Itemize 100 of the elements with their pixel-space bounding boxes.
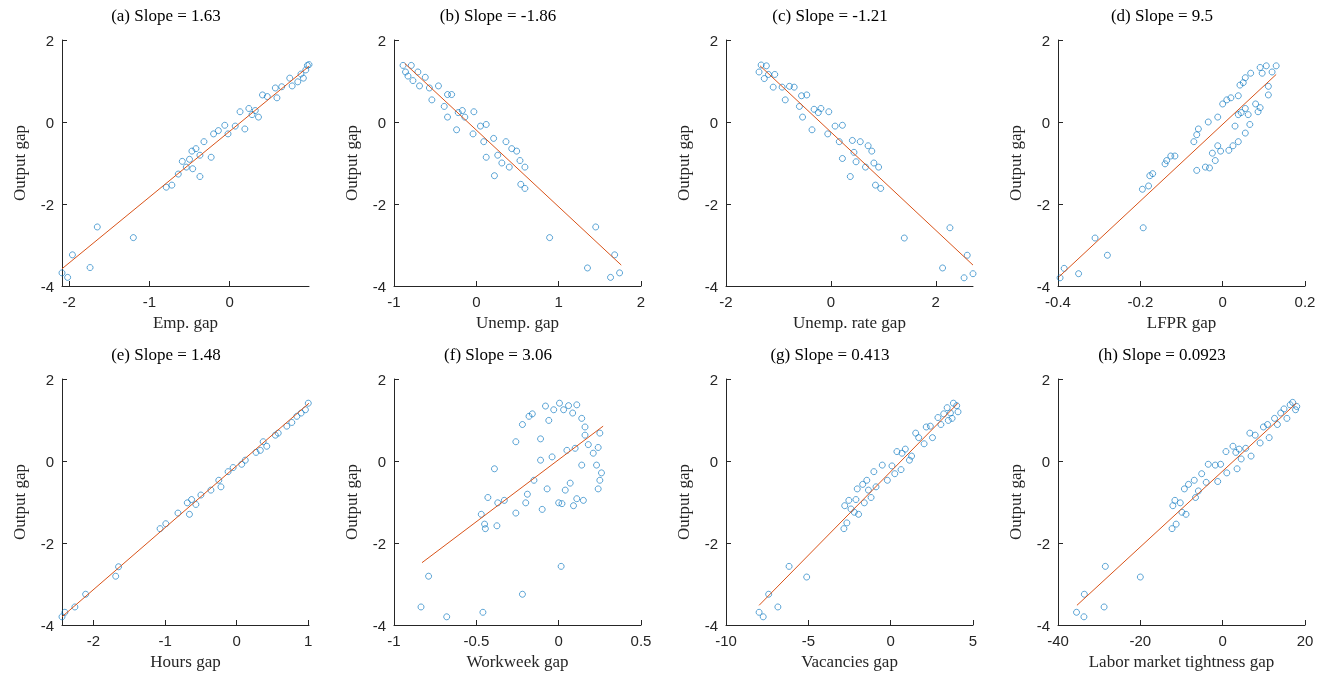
point <box>563 446 571 454</box>
chart-title: (b) Slope = -1.86 <box>439 6 557 25</box>
point <box>537 434 544 442</box>
point <box>1265 433 1273 441</box>
point <box>929 433 936 441</box>
point <box>1223 96 1231 104</box>
point <box>878 461 886 468</box>
point <box>943 403 951 411</box>
point <box>846 173 854 180</box>
x-tick-label: -5 <box>801 631 816 649</box>
point <box>477 510 485 518</box>
x-tick-label: -40 <box>1047 631 1069 649</box>
y-tick-label: 2 <box>709 31 718 49</box>
point <box>963 251 971 259</box>
y-axis-title: Output gap <box>674 124 693 202</box>
point <box>778 83 786 91</box>
point <box>863 476 871 484</box>
point <box>482 121 490 128</box>
point <box>810 105 818 113</box>
x-tick-label: 0 <box>826 293 836 310</box>
point <box>1136 573 1144 580</box>
x-tick-label: 2 <box>636 293 646 310</box>
point <box>1292 405 1299 413</box>
point <box>870 467 878 475</box>
point <box>192 145 200 153</box>
point <box>1241 105 1249 112</box>
point <box>839 121 846 129</box>
point <box>215 476 223 484</box>
point <box>796 103 803 110</box>
point <box>578 414 586 422</box>
point <box>824 130 832 138</box>
point <box>1256 64 1264 71</box>
point <box>188 495 195 503</box>
point <box>1190 476 1198 484</box>
point <box>1239 79 1247 87</box>
x-tick-label: 0 <box>1218 293 1227 310</box>
point <box>589 449 597 457</box>
y-tick-label: -2 <box>1036 195 1050 213</box>
y-tick-label: 2 <box>377 370 386 387</box>
point <box>573 400 581 408</box>
x-tick-label: 20 <box>1296 631 1314 649</box>
point <box>404 72 412 80</box>
point <box>757 61 765 69</box>
point <box>759 612 767 620</box>
point <box>512 437 520 445</box>
point <box>814 109 822 116</box>
point <box>444 113 451 121</box>
point <box>1060 264 1068 272</box>
point <box>584 440 592 448</box>
point <box>1241 129 1249 137</box>
point <box>1139 185 1146 193</box>
y-axis-title: Output gap <box>674 463 693 540</box>
point <box>288 418 296 426</box>
point <box>480 138 488 146</box>
point <box>1251 431 1259 439</box>
point <box>259 437 267 445</box>
point <box>186 510 193 518</box>
point <box>1178 508 1186 516</box>
point <box>1176 498 1184 506</box>
point <box>1214 477 1222 485</box>
x-tick-label: 0.2 <box>1294 293 1316 310</box>
x-tick-label: -10 <box>715 631 737 649</box>
point <box>1277 409 1285 416</box>
point <box>1075 270 1082 278</box>
point <box>479 608 487 616</box>
point <box>86 264 94 271</box>
point <box>1171 496 1179 504</box>
point <box>560 405 568 413</box>
x-tick-label: 1 <box>554 293 563 310</box>
point <box>798 92 805 100</box>
point <box>58 269 66 277</box>
point <box>1193 131 1201 139</box>
point <box>569 409 577 416</box>
x-tick-label: -1 <box>387 631 401 649</box>
y-tick-label: 0 <box>1041 113 1050 131</box>
point <box>1272 62 1280 70</box>
point <box>1217 460 1225 468</box>
point <box>183 498 191 506</box>
point <box>93 223 101 231</box>
point <box>862 163 869 171</box>
point <box>592 223 600 231</box>
point <box>1234 92 1242 100</box>
point <box>1056 274 1064 282</box>
point <box>236 108 244 116</box>
point <box>1264 91 1272 99</box>
point <box>1234 138 1242 146</box>
point <box>1145 182 1152 190</box>
point <box>482 153 490 161</box>
point <box>1283 414 1291 422</box>
point <box>901 445 909 453</box>
point <box>831 122 839 130</box>
point <box>1225 146 1233 154</box>
point <box>557 562 565 570</box>
point <box>755 608 763 616</box>
x-tick-label: -0.4 <box>1045 293 1071 310</box>
point <box>769 83 777 91</box>
point <box>71 603 79 610</box>
x-tick-label: 0 <box>225 293 234 310</box>
point <box>69 251 76 259</box>
y-axis-title: Output gap <box>10 463 29 540</box>
